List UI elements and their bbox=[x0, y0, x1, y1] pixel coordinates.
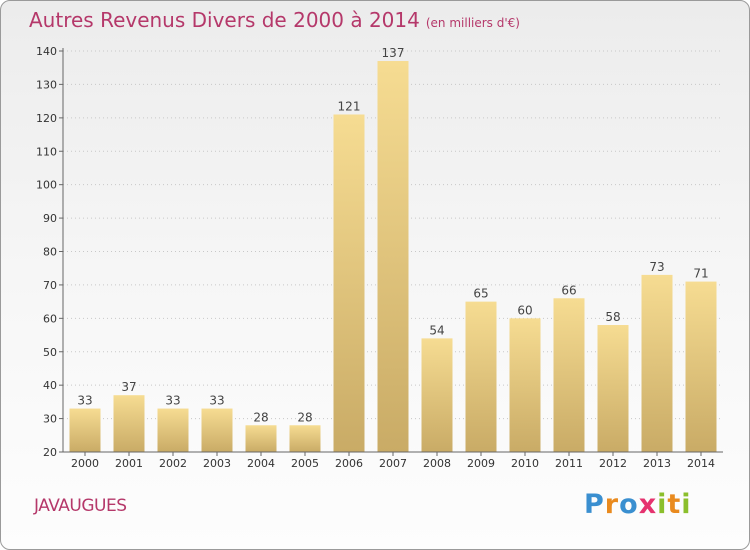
y-axis-ticks: 20 30 40 50 60 70 80 90 100 110 120 130 140 bbox=[36, 45, 63, 459]
bar-2014 bbox=[685, 281, 717, 452]
logo-letter: o bbox=[619, 489, 639, 520]
x-tick-label-2007: 2007 bbox=[379, 457, 407, 470]
bar-2001 bbox=[113, 395, 145, 452]
chart-title-unit: (en milliers d'€) bbox=[425, 16, 520, 30]
bar-2009 bbox=[465, 301, 497, 452]
y-tick-label: 80 bbox=[43, 246, 57, 259]
y-tick-label: 70 bbox=[43, 279, 57, 292]
bar-2008 bbox=[421, 338, 453, 452]
bar-2002 bbox=[157, 408, 189, 452]
x-tick-label-2000: 2000 bbox=[71, 457, 99, 470]
data-label-2003: 33 bbox=[209, 394, 224, 408]
data-label-2008: 54 bbox=[429, 323, 444, 337]
bar-2006 bbox=[333, 114, 365, 452]
logo-letter: x bbox=[638, 489, 658, 520]
data-label-2009: 65 bbox=[473, 287, 488, 301]
data-label-2004: 28 bbox=[253, 410, 268, 424]
data-label-2001: 37 bbox=[121, 380, 136, 394]
x-tick-label-2011: 2011 bbox=[555, 457, 583, 470]
data-label-2014: 71 bbox=[693, 267, 708, 281]
x-tick-label-2002: 2002 bbox=[159, 457, 187, 470]
x-tick-label-2005: 2005 bbox=[291, 457, 319, 470]
bar-2003 bbox=[201, 408, 233, 452]
y-tick-label: 20 bbox=[43, 446, 57, 459]
bar-2000 bbox=[69, 408, 101, 452]
y-tick-label: 140 bbox=[36, 45, 57, 58]
bar-2013 bbox=[641, 274, 673, 452]
x-tick-label-2006: 2006 bbox=[335, 457, 363, 470]
logo-letter: i bbox=[657, 489, 668, 520]
x-tick-label-2014: 2014 bbox=[687, 457, 715, 470]
bar-2004 bbox=[245, 425, 277, 452]
bars bbox=[69, 61, 717, 453]
logo-letter: t bbox=[667, 489, 682, 520]
x-tick-label-2004: 2004 bbox=[247, 457, 275, 470]
data-label-2006: 121 bbox=[338, 99, 361, 113]
x-axis-ticks: 2000 2001 2002 2003 2004 2005 2006 2007 2008 2009… bbox=[71, 452, 715, 470]
y-tick-label: 50 bbox=[43, 346, 57, 359]
data-label-2005: 28 bbox=[297, 410, 312, 424]
x-tick-label-2003: 2003 bbox=[203, 457, 231, 470]
y-tick-label: 90 bbox=[43, 212, 57, 225]
x-tick-label-2012: 2012 bbox=[599, 457, 627, 470]
data-label-2011: 66 bbox=[561, 283, 576, 297]
data-label-2007: 137 bbox=[382, 46, 405, 60]
logo-letter: i bbox=[681, 489, 692, 520]
x-tick-label-2001: 2001 bbox=[115, 457, 143, 470]
data-label-2002: 33 bbox=[165, 394, 180, 408]
bar-2005 bbox=[289, 425, 321, 452]
data-label-2000: 33 bbox=[77, 394, 92, 408]
bar-2011 bbox=[553, 298, 585, 452]
proxiti-logo: Proxiti bbox=[584, 489, 692, 520]
bar-2010 bbox=[509, 318, 541, 452]
data-label-2013: 73 bbox=[649, 260, 664, 274]
x-tick-label-2013: 2013 bbox=[643, 457, 671, 470]
y-tick-label: 100 bbox=[36, 179, 57, 192]
logo-letter: r bbox=[604, 489, 620, 520]
commune-name: JAVAUGUES bbox=[34, 496, 127, 516]
logo-letter: P bbox=[584, 489, 605, 520]
data-label-2010: 60 bbox=[517, 303, 532, 317]
data-label-2012: 58 bbox=[605, 310, 620, 324]
y-tick-label: 110 bbox=[36, 145, 57, 158]
chart-title-main: Autres Revenus Divers de 2000 à 2014 bbox=[29, 8, 420, 32]
bar-2012 bbox=[597, 325, 629, 452]
x-tick-label-2009: 2009 bbox=[467, 457, 495, 470]
y-tick-label: 30 bbox=[43, 413, 57, 426]
y-tick-label: 120 bbox=[36, 112, 57, 125]
data-labels: 33 37 33 33 28 28 121 137 54 65 60 66 58 73 71 bbox=[77, 46, 708, 424]
y-tick-label: 60 bbox=[43, 312, 57, 325]
x-tick-label-2008: 2008 bbox=[423, 457, 451, 470]
y-tick-label: 40 bbox=[43, 379, 57, 392]
bar-2007 bbox=[377, 61, 409, 453]
x-tick-label-2010: 2010 bbox=[511, 457, 539, 470]
chart-title: Autres Revenus Divers de 2000 à 2014 (en … bbox=[29, 8, 520, 32]
y-tick-label: 130 bbox=[36, 78, 57, 91]
